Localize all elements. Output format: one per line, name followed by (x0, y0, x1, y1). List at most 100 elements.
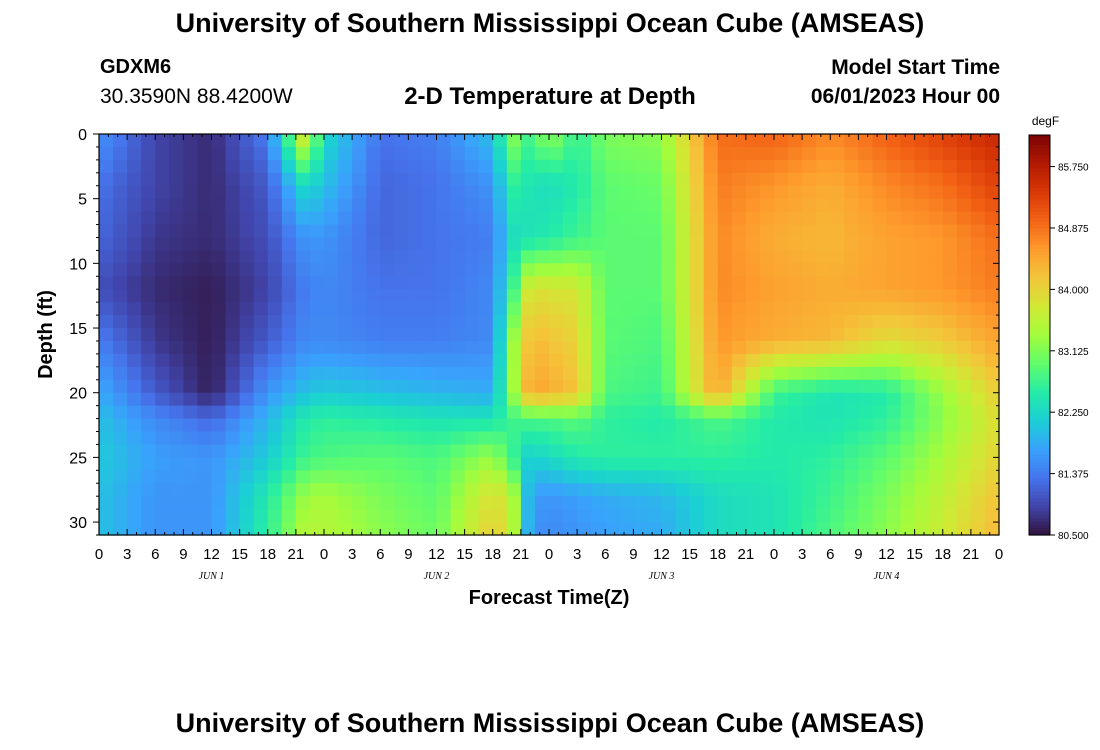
colorbar-swatch (1029, 465, 1050, 469)
heatmap-cell (141, 379, 156, 394)
heatmap-cell (394, 134, 409, 148)
heatmap-cell (169, 159, 184, 174)
heatmap-cell (661, 146, 677, 161)
heatmap-cell (267, 496, 283, 510)
heatmap-cell (591, 353, 606, 368)
colorbar-swatch (1029, 135, 1050, 139)
heatmap-cell (970, 250, 986, 264)
heatmap-cell (380, 263, 395, 277)
heatmap-cell (844, 302, 859, 316)
heatmap-cell (506, 211, 522, 226)
heatmap-cell (549, 250, 564, 264)
heatmap-cell (774, 250, 789, 264)
heatmap-cell (956, 496, 972, 510)
heatmap-cell (253, 366, 269, 381)
colorbar-swatch (1029, 401, 1050, 406)
heatmap-cell (591, 315, 606, 329)
heatmap (99, 134, 1000, 536)
heatmap-cell (155, 418, 170, 433)
heatmap-cell (169, 198, 184, 213)
heatmap-cell (661, 263, 677, 277)
heatmap-cell (731, 405, 747, 420)
heatmap-cell (253, 379, 269, 394)
heatmap-cell (633, 457, 649, 471)
heatmap-cell (872, 418, 888, 433)
heatmap-cell (900, 315, 916, 329)
model-start-label: Model Start Time (831, 56, 1000, 79)
heatmap-cell (717, 224, 733, 239)
heatmap-cell (450, 522, 466, 536)
heatmap-cell (450, 431, 466, 446)
heatmap-cell (619, 509, 634, 523)
heatmap-cell (633, 353, 649, 368)
x-tick-label: 21 (513, 546, 530, 563)
heatmap-cell (169, 146, 184, 161)
heatmap-cell (141, 146, 156, 161)
heatmap-cell (647, 134, 663, 148)
heatmap-cell (577, 224, 592, 239)
heatmap-cell (380, 250, 395, 264)
heatmap-cell (774, 237, 789, 252)
heatmap-cell (549, 134, 564, 148)
heatmap-cell (380, 470, 395, 484)
heatmap-cell (731, 353, 747, 368)
heatmap-cell (309, 134, 325, 148)
heatmap-cell (830, 134, 845, 148)
heatmap-cell (774, 431, 789, 446)
heatmap-cell (647, 276, 663, 290)
heatmap-cell (774, 315, 789, 329)
colorbar-tick-label: 82.250 (1058, 408, 1089, 419)
heatmap-cell (478, 366, 494, 381)
heatmap-cell (563, 522, 578, 536)
heatmap-cell (408, 276, 424, 290)
heatmap-cell (169, 496, 184, 510)
heatmap-cell (872, 392, 888, 407)
heatmap-cell (928, 289, 944, 303)
heatmap-cell (619, 172, 634, 187)
heatmap-cell (549, 366, 564, 381)
heatmap-cell (984, 289, 1000, 303)
heatmap-cell (858, 289, 874, 303)
heatmap-cell (338, 509, 353, 523)
heatmap-cell (211, 496, 227, 510)
heatmap-cell (886, 418, 902, 433)
heatmap-cell (577, 509, 592, 523)
heatmap-cell (492, 250, 508, 264)
heatmap-cell (464, 302, 480, 316)
heatmap-cell (141, 509, 156, 523)
heatmap-cell (956, 263, 972, 277)
heatmap-cell (731, 496, 747, 510)
heatmap-cell (127, 315, 142, 329)
heatmap-cell (661, 276, 677, 290)
heatmap-cell (816, 315, 831, 329)
heatmap-cell (942, 328, 958, 342)
heatmap-cell (647, 224, 663, 239)
heatmap-cell (788, 237, 803, 252)
heatmap-cell (633, 431, 649, 446)
heatmap-cell (816, 146, 831, 161)
heatmap-cell (605, 263, 620, 277)
heatmap-cell (211, 276, 227, 290)
colorbar-swatch (1029, 318, 1050, 323)
heatmap-cell (464, 211, 480, 226)
heatmap-cell (534, 431, 550, 446)
heatmap-cell (928, 159, 944, 174)
heatmap-cell (99, 431, 114, 446)
heatmap-cell (970, 418, 986, 433)
heatmap-cell (211, 185, 227, 200)
heatmap-cell (281, 457, 297, 471)
colorbar-swatch (1029, 155, 1050, 159)
heatmap-cell (633, 405, 649, 420)
heatmap-cell (239, 289, 255, 303)
heatmap-cell (703, 431, 719, 446)
heatmap-cell (99, 379, 114, 394)
heatmap-cell (324, 522, 339, 536)
heatmap-cell (774, 496, 789, 510)
heatmap-cell (619, 302, 634, 316)
heatmap-cell (450, 353, 466, 368)
heatmap-cell (858, 392, 874, 407)
heatmap-cell (478, 146, 494, 161)
heatmap-cell (141, 198, 156, 213)
heatmap-cell (619, 224, 634, 239)
heatmap-cell (197, 172, 213, 187)
